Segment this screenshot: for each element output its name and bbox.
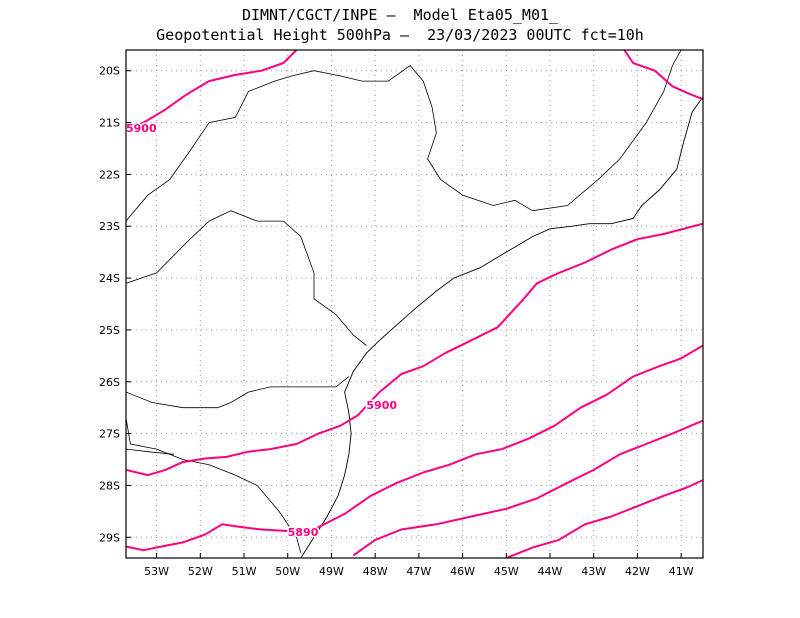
contour-line-5890 <box>352 419 703 557</box>
lat-tick-label: 29S <box>99 531 120 544</box>
axis-ticks: 20S 21S 22S 23S 24S 25S 26S 27S 28S 29S 53W 52W 51W 5… <box>99 65 694 578</box>
lat-tick-label: 20S <box>99 65 120 78</box>
lat-tick-label: 26S <box>99 376 120 389</box>
contour-label: 5890 <box>288 526 319 539</box>
contour-line-5900 <box>126 222 703 477</box>
lat-tick-label: 23S <box>99 220 120 233</box>
state-border <box>126 210 367 346</box>
lon-tick-label: 51W <box>232 565 257 578</box>
lon-tick-label: 45W <box>494 565 519 578</box>
lon-tick-label: 42W <box>625 565 650 578</box>
grid-lines <box>126 50 703 558</box>
lat-tick-label: 27S <box>99 428 120 441</box>
lat-tick-label: 25S <box>99 324 120 337</box>
contour-line-5900 <box>623 50 703 101</box>
lat-tick-label: 24S <box>99 272 120 285</box>
coastline <box>300 96 703 558</box>
state-border <box>126 417 302 553</box>
chart-title-line2: Geopotential Height 500hPa – 23/03/2023 … <box>156 26 644 44</box>
contour-line-5890 <box>126 344 703 552</box>
lon-tick-label: 43W <box>581 565 606 578</box>
state-border <box>126 376 350 409</box>
lon-tick-label: 41W <box>669 565 694 578</box>
chart-title-line1: DIMNT/CGCT/INPE – Model Eta05_M01_ <box>241 6 559 24</box>
state-borders <box>126 50 682 553</box>
contour-lines <box>126 50 703 558</box>
plot-frame <box>125 49 704 559</box>
lon-tick-label: 47W <box>406 565 431 578</box>
lon-tick-label: 48W <box>363 565 388 578</box>
lon-tick-label: 44W <box>538 565 563 578</box>
state-border <box>532 50 682 212</box>
lon-tick-label: 50W <box>275 565 300 578</box>
contour-line-5900 <box>126 50 298 132</box>
lon-tick-label: 46W <box>450 565 475 578</box>
state-border <box>126 65 533 222</box>
lon-tick-label: 49W <box>319 565 344 578</box>
contour-label: 5900 <box>366 399 397 412</box>
lon-tick-label: 53W <box>144 565 169 578</box>
contour-label: 5900 <box>126 122 157 135</box>
state-border <box>126 448 175 455</box>
lat-tick-label: 28S <box>99 479 120 492</box>
contour-line-5880 <box>505 479 703 558</box>
coastline-path <box>300 96 703 558</box>
contour-labels: 5900 5900 5890 <box>125 120 399 540</box>
lat-tick-label: 21S <box>99 117 120 130</box>
lon-tick-label: 52W <box>188 565 213 578</box>
lat-tick-label: 22S <box>99 168 120 181</box>
